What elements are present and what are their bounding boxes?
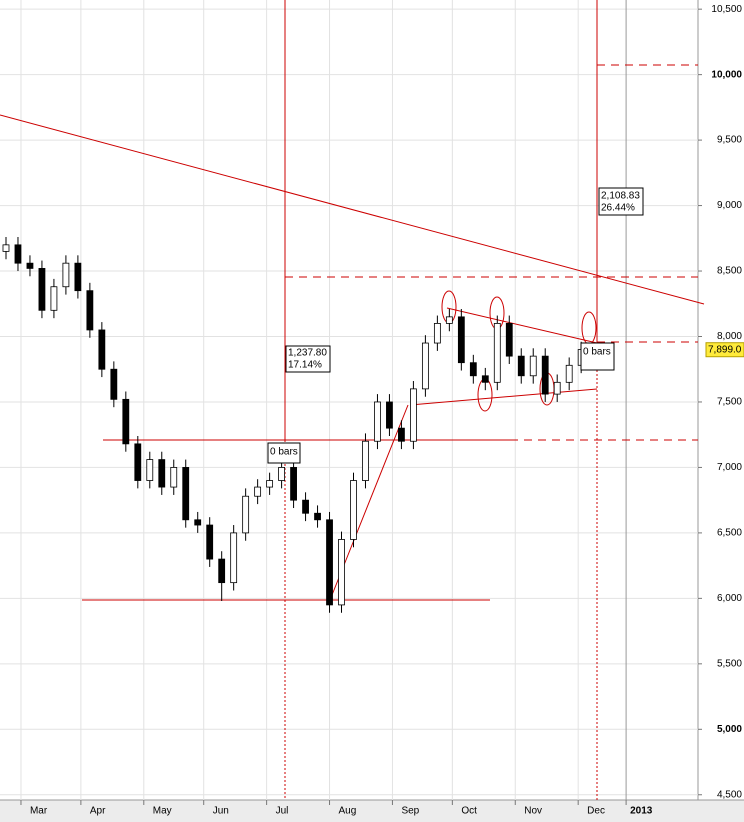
y-tick-label: 6,500 bbox=[717, 528, 742, 539]
annotation: 2,108.83 26.44% bbox=[598, 187, 644, 216]
candle-body bbox=[182, 467, 190, 521]
candle-body bbox=[206, 524, 214, 560]
candle-body bbox=[410, 388, 417, 442]
annotation-box bbox=[285, 345, 331, 373]
annotation-text: 26.44% bbox=[601, 203, 635, 214]
y-tick-label: 5,500 bbox=[717, 658, 742, 669]
x-tick-label: Sep bbox=[401, 806, 419, 817]
last-price-box bbox=[705, 342, 744, 358]
x-tick-label: Nov bbox=[524, 806, 542, 817]
candle-body bbox=[505, 323, 513, 357]
annotation: 0 bars bbox=[267, 442, 301, 464]
y-tick-label: 6,000 bbox=[717, 593, 742, 604]
x-tick-label: Mar bbox=[30, 806, 48, 817]
candle-body bbox=[350, 480, 357, 540]
candle-body bbox=[386, 401, 393, 429]
candle-body bbox=[565, 364, 573, 383]
candle-body bbox=[481, 375, 489, 383]
y-tick-label: 5,000 bbox=[717, 724, 742, 735]
candle-body bbox=[86, 290, 94, 331]
candle-body bbox=[493, 323, 501, 383]
candle-body bbox=[242, 495, 250, 534]
last-price-label: 7,899.0 bbox=[708, 344, 742, 355]
candle-body bbox=[146, 459, 154, 481]
candle-body bbox=[421, 342, 429, 390]
candle-body bbox=[158, 459, 166, 488]
x-tick-label: Jul bbox=[276, 806, 289, 817]
x-tick-label: Dec bbox=[587, 806, 605, 817]
drawings bbox=[0, 0, 705, 800]
candle-body bbox=[134, 443, 142, 481]
candle-body bbox=[326, 519, 333, 606]
y-tick-label: 10,000 bbox=[711, 69, 742, 80]
y-tick-label: 4,500 bbox=[717, 789, 742, 800]
x-tick-label: Jun bbox=[213, 806, 229, 817]
candle-body bbox=[266, 480, 274, 488]
candle-body bbox=[398, 427, 405, 442]
annotation-text: 1,237.80 bbox=[288, 348, 327, 359]
candle-body bbox=[433, 323, 441, 344]
candles bbox=[2, 236, 585, 613]
candle-body bbox=[278, 467, 285, 481]
axis: 4,500 5,000 5,500 6,000 6,500 7,000 7,500 8,000… bbox=[20, 4, 744, 817]
y-tick-label: 7,000 bbox=[717, 462, 742, 473]
x-tick-label: May bbox=[153, 806, 172, 817]
annotation-text: 0 bars bbox=[270, 447, 298, 458]
candle-body bbox=[314, 512, 321, 521]
candle-body bbox=[553, 381, 561, 395]
candle-body bbox=[445, 316, 453, 324]
annotation-text: 0 bars bbox=[583, 347, 611, 358]
y-tick-label: 8,500 bbox=[717, 266, 742, 277]
candle-body bbox=[469, 362, 477, 377]
annotation-box bbox=[267, 442, 301, 464]
candle-body bbox=[62, 262, 70, 288]
annotation-text: 17.14% bbox=[288, 360, 322, 371]
candle-body bbox=[110, 368, 118, 400]
x-axis-strip bbox=[0, 800, 744, 822]
annotation: 1,237.80 17.14% bbox=[285, 345, 331, 373]
y-tick-label: 9,500 bbox=[717, 135, 742, 146]
candle-body bbox=[457, 316, 465, 364]
y-tick-label: 10,500 bbox=[711, 4, 742, 15]
candle-body bbox=[122, 398, 130, 445]
x-tick-label: Oct bbox=[461, 806, 477, 817]
x-tick-label: 2013 bbox=[630, 806, 653, 817]
candle-body bbox=[170, 467, 178, 488]
triangle-lower bbox=[409, 388, 598, 406]
candle-body bbox=[26, 262, 34, 269]
candle-body bbox=[50, 286, 58, 311]
x-tick-label: Aug bbox=[339, 806, 357, 817]
triangle-upper bbox=[446, 307, 598, 344]
candle-body bbox=[541, 355, 549, 395]
candle-body bbox=[230, 532, 238, 584]
candle-body bbox=[338, 539, 345, 606]
annotation-text: 2,108.83 bbox=[601, 191, 640, 202]
x-tick-label: Apr bbox=[90, 806, 106, 817]
candle-body bbox=[362, 440, 369, 481]
candle-body bbox=[290, 467, 297, 501]
y-tick-label: 8,000 bbox=[717, 331, 742, 342]
trend-line bbox=[0, 114, 705, 305]
candle-body bbox=[529, 355, 537, 377]
annotation-box bbox=[580, 342, 615, 371]
candle-body bbox=[302, 499, 309, 514]
candle-body bbox=[517, 355, 525, 377]
annotation: 0 bars bbox=[580, 342, 615, 371]
y-tick-label: 9,000 bbox=[717, 200, 742, 211]
annotation-box bbox=[598, 187, 644, 216]
candle-body bbox=[374, 401, 381, 442]
y-tick-label: 7,500 bbox=[717, 397, 742, 408]
candle-body bbox=[38, 268, 46, 311]
candle-body bbox=[2, 244, 10, 252]
candle-body bbox=[254, 486, 262, 497]
candle-body bbox=[14, 244, 22, 264]
candle-body bbox=[194, 519, 202, 526]
candle-body bbox=[98, 329, 106, 370]
candle-body bbox=[218, 558, 226, 584]
candle-body bbox=[74, 262, 82, 292]
